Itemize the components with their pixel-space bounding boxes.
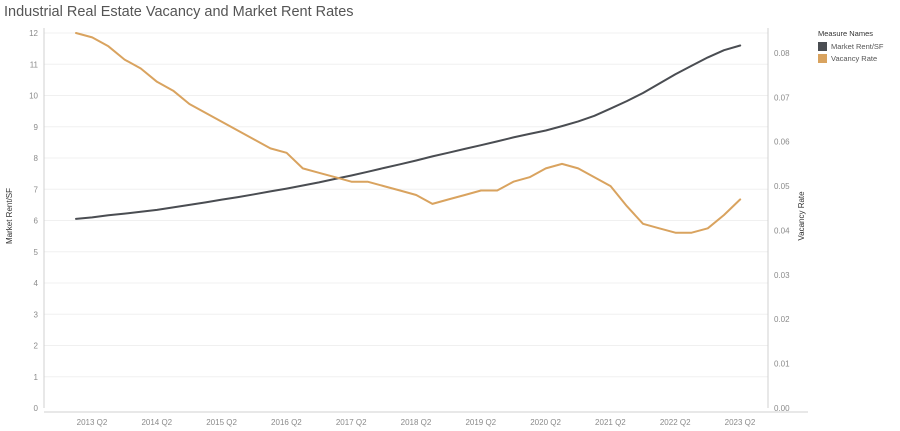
x-tick-label: 2020 Q2 bbox=[530, 418, 561, 427]
series-line-vacancy-rate[interactable] bbox=[75, 32, 742, 234]
y-right-tick-label: 0.06 bbox=[774, 138, 790, 147]
y-axis-right-label: Vacancy Rate bbox=[797, 191, 806, 241]
y-left-tick-label: 2 bbox=[34, 342, 39, 351]
y-right-tick-label: 0.04 bbox=[774, 226, 790, 235]
y-left-tick-label: 1 bbox=[34, 373, 39, 382]
series-lines bbox=[75, 32, 742, 234]
x-tick-label: 2022 Q2 bbox=[660, 418, 691, 427]
x-tick-label: 2015 Q2 bbox=[206, 418, 237, 427]
x-tick-label: 2018 Q2 bbox=[401, 418, 432, 427]
tick-labels: 01234567891011120.000.010.020.030.040.05… bbox=[29, 29, 790, 427]
y-left-tick-label: 12 bbox=[29, 29, 38, 38]
y-left-tick-label: 8 bbox=[34, 154, 39, 163]
y-axis-left-label: Market Rent/SF bbox=[5, 188, 14, 244]
y-right-tick-label: 0.00 bbox=[774, 404, 790, 413]
y-left-tick-label: 5 bbox=[34, 248, 39, 257]
legend-item-market-rent[interactable]: Market Rent/SF bbox=[818, 42, 884, 51]
legend-label-vacancy-rate: Vacancy Rate bbox=[831, 54, 878, 63]
x-tick-label: 2014 Q2 bbox=[141, 418, 172, 427]
y-left-tick-label: 4 bbox=[34, 279, 39, 288]
y-right-tick-label: 0.03 bbox=[774, 271, 790, 280]
y-left-tick-label: 11 bbox=[30, 60, 39, 69]
y-right-tick-label: 0.08 bbox=[774, 49, 790, 58]
y-left-tick-label: 3 bbox=[34, 310, 39, 319]
x-tick-label: 2021 Q2 bbox=[595, 418, 626, 427]
legend-swatch-market-rent bbox=[818, 42, 827, 51]
x-tick-label: 2013 Q2 bbox=[77, 418, 108, 427]
axes bbox=[43, 28, 808, 413]
gridlines bbox=[44, 32, 768, 378]
legend: Measure Names Market Rent/SF Vacancy Rat… bbox=[818, 29, 884, 66]
y-left-tick-label: 0 bbox=[34, 404, 39, 413]
y-left-tick-label: 9 bbox=[34, 123, 39, 132]
legend-item-vacancy-rate[interactable]: Vacancy Rate bbox=[818, 54, 884, 63]
legend-title: Measure Names bbox=[818, 29, 874, 38]
x-tick-label: 2016 Q2 bbox=[271, 418, 302, 427]
chart-title: Industrial Real Estate Vacancy and Marke… bbox=[4, 4, 354, 20]
series-line-market-rent[interactable] bbox=[75, 44, 742, 220]
x-tick-label: 2017 Q2 bbox=[336, 418, 367, 427]
legend-swatch-vacancy-rate bbox=[818, 54, 827, 63]
legend-label-market-rent: Market Rent/SF bbox=[831, 42, 884, 51]
y-right-tick-label: 0.05 bbox=[774, 182, 790, 191]
y-left-tick-label: 7 bbox=[34, 185, 39, 194]
y-left-tick-label: 10 bbox=[29, 92, 38, 101]
y-right-tick-label: 0.07 bbox=[774, 93, 790, 102]
y-left-tick-label: 6 bbox=[34, 217, 39, 226]
y-right-tick-label: 0.02 bbox=[774, 315, 790, 324]
x-tick-label: 2023 Q2 bbox=[725, 418, 756, 427]
x-tick-label: 2019 Q2 bbox=[465, 418, 496, 427]
y-right-tick-label: 0.01 bbox=[774, 360, 790, 369]
